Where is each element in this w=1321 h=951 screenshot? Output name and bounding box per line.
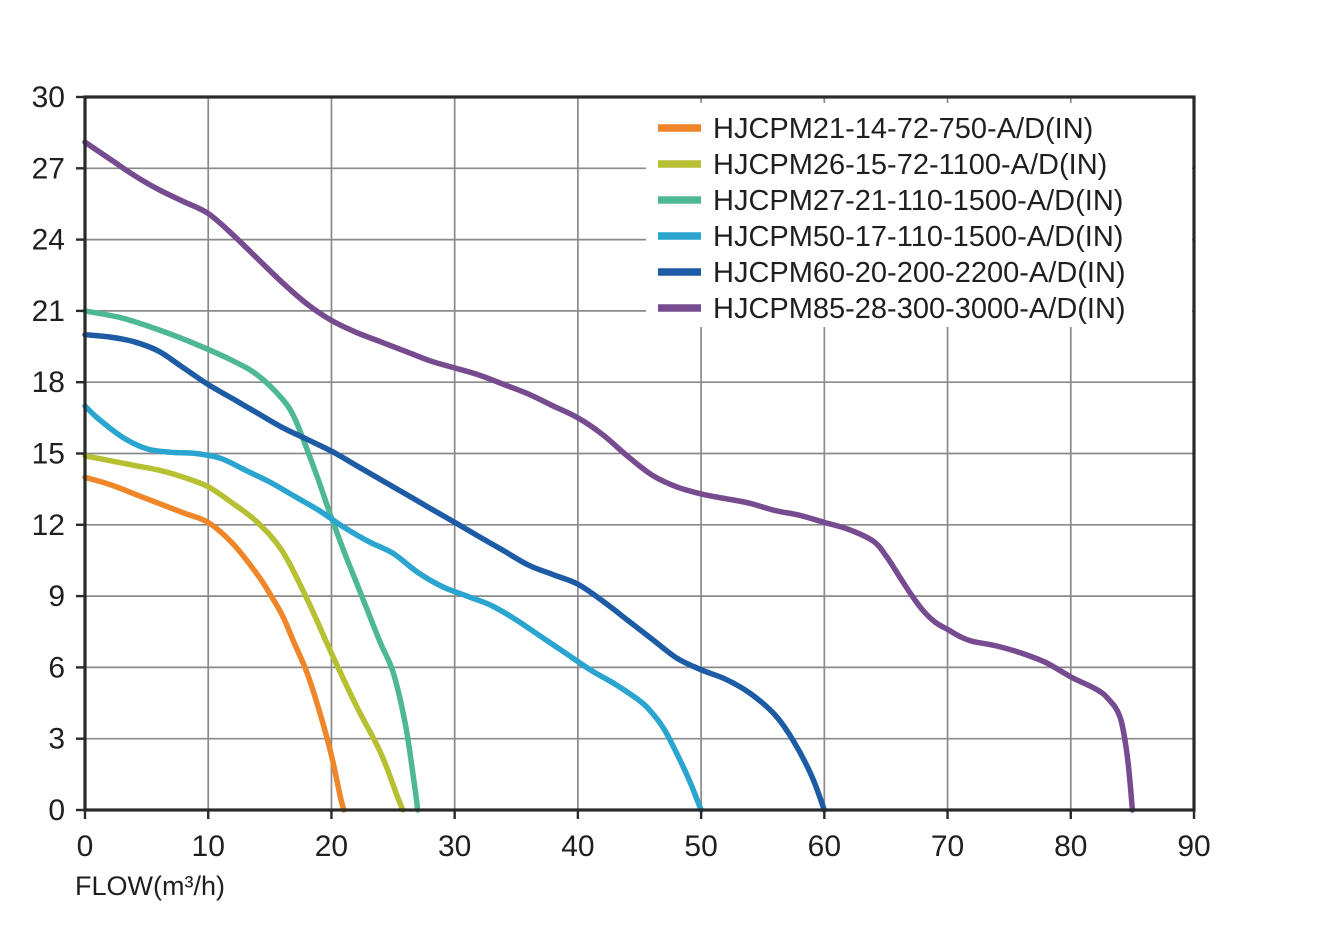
legend-item: HJCPM85-28-300-3000-A/D(IN) [658,293,1126,325]
y-tick-label: 21 [32,295,65,328]
legend-item: HJCPM27-21-110-1500-A/D(IN) [658,185,1123,217]
axis-ticks [76,95,1196,819]
x-axis-title: FLOW(m³/h) [75,871,225,901]
legend-label: HJCPM27-21-110-1500-A/D(IN) [713,185,1123,217]
legend-label: HJCPM60-20-200-2200-A/D(IN) [713,257,1126,289]
x-tick-label: 10 [192,830,225,863]
legend-label: HJCPM21-14-72-750-A/D(IN) [713,113,1093,145]
series-line [82,403,704,813]
y-tick-labels: 0 3 6 9 12 15 18 21 24 27 30 [32,81,65,827]
y-tick-label: 24 [32,224,65,257]
x-tick-label: 50 [684,830,717,863]
series-lines [82,139,1136,813]
legend-item: HJCPM21-14-72-750-A/D(IN) [658,113,1093,145]
legend-label: HJCPM26-15-72-1100-A/D(IN) [713,149,1107,181]
y-tick-label: 3 [48,723,65,756]
x-tick-label: 90 [1177,830,1210,863]
y-tick-label: 30 [32,81,65,114]
x-tick-label: 0 [77,830,94,863]
y-tick-label: 6 [48,651,65,684]
x-tick-label: 80 [1054,830,1087,863]
x-tick-label: 60 [808,830,841,863]
legend-label: HJCPM50-17-110-1500-A/D(IN) [713,221,1123,253]
x-tick-label: 30 [438,830,471,863]
x-tick-label: 40 [561,830,594,863]
legend: HJCPM21-14-72-750-A/D(IN) HJCPM26-15-72-1… [658,113,1126,325]
y-tick-label: 27 [32,152,65,185]
legend-item: HJCPM26-15-72-1100-A/D(IN) [658,149,1107,181]
series-line [82,139,1136,813]
x-tick-label: 20 [315,830,348,863]
series-line [82,453,406,813]
x-tick-labels: 0 10 20 30 40 50 60 70 80 90 [77,830,1211,863]
series-line [82,474,347,813]
x-tick-label: 70 [931,830,964,863]
legend-item: HJCPM50-17-110-1500-A/D(IN) [658,221,1123,253]
y-tick-label: 12 [32,509,65,542]
series-line [82,308,421,813]
legend-backdrop [646,103,1192,327]
y-tick-label: 15 [32,438,65,471]
y-tick-label: 9 [48,580,65,613]
y-tick-label: 18 [32,366,65,399]
legend-label: HJCPM85-28-300-3000-A/D(IN) [713,293,1126,325]
y-tick-label: 0 [48,794,65,827]
series-line [82,331,828,813]
legend-item: HJCPM60-20-200-2200-A/D(IN) [658,257,1126,289]
